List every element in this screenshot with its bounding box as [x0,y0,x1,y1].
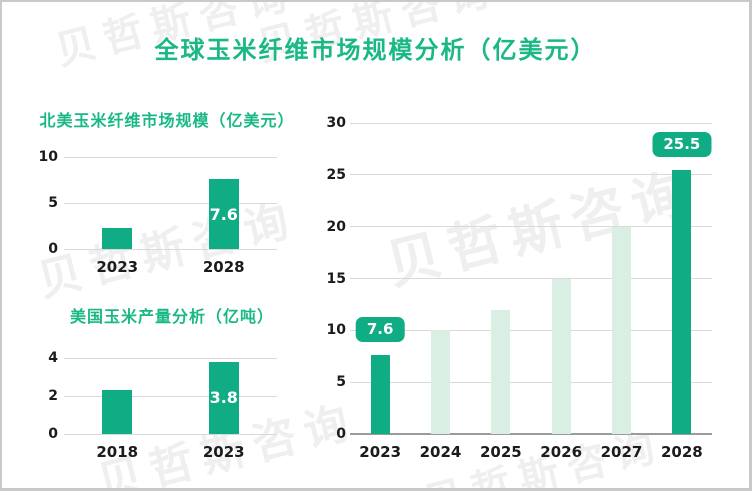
gridline [64,433,277,435]
page-title: 全球玉米纤维市场规模分析（亿美元） [154,36,597,64]
y-tick-label: 10 [326,322,346,339]
y-tick-label: 4 [48,350,58,366]
y-tick-label: 2 [48,388,58,404]
x-axis-line [350,433,712,435]
y-tick-label: 10 [38,149,58,165]
y-tick-label: 0 [48,426,58,442]
chart-global-market [308,112,718,466]
y-tick-label: 20 [326,218,346,235]
gridline [350,226,712,228]
bar-2027 [612,226,631,434]
bar-value-label: 7.6 [209,204,238,224]
x-tick-label: 2025 [479,443,522,461]
gridline [350,122,712,124]
bar-2023 [102,227,133,249]
bar-2028 [208,179,239,249]
y-tick-label: 5 [48,195,58,211]
bar-2026 [551,278,571,434]
gridline [64,395,277,397]
chart-title-us-production: 美国玉米产量分析（亿吨） [69,307,274,326]
bar-2028 [672,169,692,434]
x-tick-label: 2018 [96,443,139,461]
y-tick-label: 15 [326,270,346,287]
bar-2025 [491,309,511,434]
y-tick-label: 0 [336,426,346,442]
y-tick-label: 30 [326,115,346,131]
x-tick-label: 2023 [359,443,402,461]
x-tick-label: 2023 [202,443,245,461]
bar-2023 [370,355,390,434]
y-tick-label: 5 [336,374,346,391]
gridline [350,278,712,279]
x-tick-label: 2024 [419,443,462,461]
x-tick-label: 2028 [660,443,703,461]
value-badge: 7.6 [355,317,405,343]
gridline [64,357,277,359]
gridline [350,381,712,383]
gridline [350,174,712,176]
x-tick-label: 2023 [96,258,139,276]
bar-value-label: 3.8 [209,388,238,408]
chart-title-north-america: 北美玉米纤维市场规模（亿美元） [39,111,295,130]
gridline [64,248,277,250]
bar-2024 [431,330,450,434]
x-tick-label: 2028 [202,258,245,276]
x-tick-label: 2026 [540,443,583,461]
gridline [64,202,277,204]
x-tick-label: 2027 [600,443,643,461]
value-badge: 25.5 [652,131,712,157]
bar-2018 [102,390,133,434]
gridline [350,329,712,331]
gridline [64,156,277,158]
watermark: 贝哲斯咨询 [380,159,702,298]
y-tick-label: 25 [326,166,346,183]
bar-2023 [208,361,239,434]
y-tick-label: 0 [48,241,58,257]
